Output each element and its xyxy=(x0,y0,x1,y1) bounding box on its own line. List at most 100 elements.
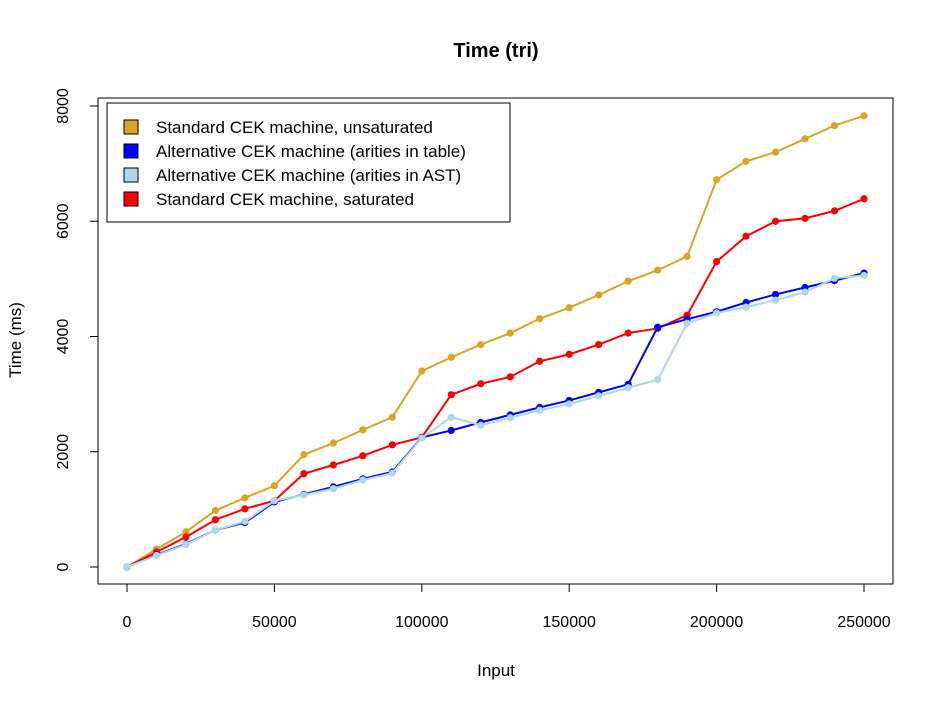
data-point xyxy=(683,319,691,327)
data-point xyxy=(595,392,603,400)
data-point xyxy=(270,482,278,490)
data-point xyxy=(860,271,868,280)
series-line xyxy=(126,197,865,568)
data-point xyxy=(536,315,544,323)
data-point xyxy=(624,277,632,285)
data-point xyxy=(771,217,780,225)
data-point xyxy=(388,469,396,477)
data-point xyxy=(771,290,780,299)
data-point xyxy=(742,232,750,240)
data-point xyxy=(506,414,514,422)
x-tick-label: 0 xyxy=(123,614,132,631)
x-tick-label: 250000 xyxy=(837,614,890,631)
data-point xyxy=(506,373,514,381)
series-layer xyxy=(123,112,868,571)
data-point xyxy=(536,406,544,414)
data-point xyxy=(830,207,839,215)
data-point xyxy=(506,329,514,337)
data-point xyxy=(860,195,868,203)
data-point xyxy=(801,214,809,222)
data-point xyxy=(329,461,337,469)
data-point xyxy=(241,505,249,513)
data-point xyxy=(830,274,839,282)
y-tick-label: 0 xyxy=(55,562,72,571)
series-line xyxy=(126,274,865,568)
series-line xyxy=(126,114,865,568)
data-point xyxy=(300,451,308,459)
data-point xyxy=(241,517,249,526)
data-point xyxy=(595,340,603,349)
data-point xyxy=(477,380,485,388)
y-axis-label: Time (ms) xyxy=(6,302,25,378)
y-tick-label: 8000 xyxy=(55,88,72,124)
data-point xyxy=(329,485,337,493)
data-point xyxy=(477,340,485,349)
data-point xyxy=(830,121,839,130)
series-1 xyxy=(123,195,868,571)
data-point xyxy=(123,563,131,571)
legend-label: Standard CEK machine, saturated xyxy=(156,190,414,209)
y-axis: 0 2000 4000 6000 8000 xyxy=(55,88,99,571)
series-0 xyxy=(123,112,868,571)
data-point xyxy=(654,266,662,274)
series-2 xyxy=(123,269,868,571)
data-point xyxy=(860,112,868,120)
data-point xyxy=(359,426,367,434)
series-3 xyxy=(123,271,868,571)
data-point xyxy=(418,434,426,442)
data-point xyxy=(713,176,721,184)
legend-swatch xyxy=(123,143,139,159)
data-point xyxy=(182,533,190,541)
data-point xyxy=(654,376,662,384)
data-point xyxy=(418,367,426,375)
data-point xyxy=(211,516,220,524)
data-point xyxy=(359,476,367,484)
chart-title: Time (tri) xyxy=(453,40,538,62)
data-point xyxy=(447,391,455,399)
data-point xyxy=(771,148,780,156)
data-point xyxy=(447,426,455,435)
data-point xyxy=(211,506,220,515)
data-point xyxy=(388,441,396,449)
legend-label: Standard CEK machine, unsaturated xyxy=(156,118,433,137)
data-point xyxy=(329,439,337,447)
data-point xyxy=(182,528,190,536)
data-point xyxy=(771,296,780,304)
legend-label: Alternative CEK machine (arities in AST) xyxy=(156,166,461,185)
x-tick-label: 100000 xyxy=(395,614,448,631)
data-point xyxy=(182,540,190,549)
legend-box xyxy=(106,102,511,223)
x-tick-label: 200000 xyxy=(690,614,743,631)
data-point xyxy=(713,309,721,317)
y-tick-label: 6000 xyxy=(55,203,72,239)
legend: Standard CEK machine, unsaturated Alterna… xyxy=(106,102,511,223)
y-tick-label: 2000 xyxy=(55,434,72,470)
x-tick-label: 150000 xyxy=(543,614,596,631)
data-point xyxy=(595,291,603,299)
legend-swatch xyxy=(123,167,139,183)
data-point xyxy=(624,329,632,337)
data-point xyxy=(536,357,544,365)
data-point xyxy=(447,413,455,421)
data-point xyxy=(388,413,396,421)
data-point xyxy=(565,350,573,358)
data-point xyxy=(654,323,662,331)
x-tick-label: 50000 xyxy=(252,614,297,631)
data-point xyxy=(300,491,308,499)
data-point xyxy=(742,157,750,165)
data-point xyxy=(152,551,161,560)
x-axis: 0 50000 100000 150000 200000 250000 xyxy=(123,583,891,631)
data-point xyxy=(565,400,573,408)
legend-label: Alternative CEK machine (arities in tabl… xyxy=(156,142,466,161)
data-point xyxy=(801,135,809,143)
data-point xyxy=(447,353,455,361)
data-point xyxy=(359,452,367,460)
y-tick-label: 4000 xyxy=(55,319,72,355)
data-point xyxy=(624,384,632,392)
data-point xyxy=(300,470,308,478)
data-point xyxy=(683,252,691,261)
legend-swatch xyxy=(123,191,139,207)
legend-swatch xyxy=(123,119,139,135)
data-point xyxy=(742,303,750,311)
